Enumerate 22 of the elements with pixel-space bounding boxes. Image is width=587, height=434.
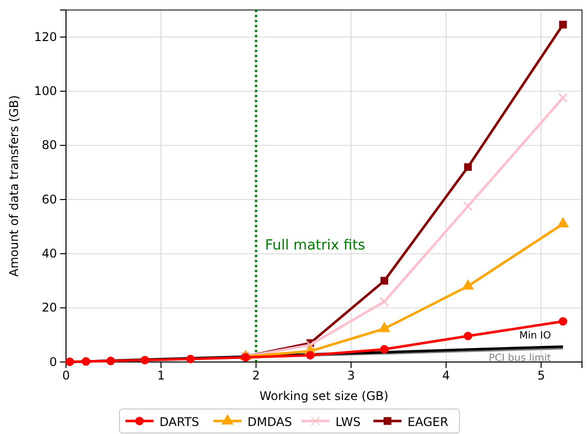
- legend-label: EAGER: [408, 415, 448, 429]
- x-tick-label: 3: [347, 368, 355, 383]
- ref-line-label: Full matrix fits: [265, 237, 366, 254]
- x-tick-label: 1: [157, 368, 165, 383]
- legend-label: DARTS: [160, 415, 200, 429]
- y-axis-title: Amount of data transfers (GB): [7, 95, 21, 277]
- x-tick-label: 5: [537, 368, 545, 383]
- y-tick-label: 80: [42, 138, 57, 152]
- x-axis-title: Working set size (GB): [260, 389, 388, 403]
- y-tick-label: 120: [34, 30, 57, 44]
- x-tick-label: 2: [252, 368, 260, 383]
- x-tick-label: 0: [62, 368, 70, 383]
- series-label: PCI bus limit: [488, 353, 552, 364]
- y-tick-label: 100: [34, 84, 57, 98]
- y-tick-label: 40: [42, 246, 57, 261]
- legend-label: DMDAS: [248, 415, 292, 429]
- x-tick-label: 4: [442, 368, 450, 383]
- y-tick-label: 20: [42, 300, 57, 315]
- legend-label: LWS: [336, 415, 361, 429]
- y-tick-label: 0: [49, 354, 57, 369]
- y-tick-label: 60: [42, 192, 57, 206]
- series-label: Min IO: [519, 330, 552, 342]
